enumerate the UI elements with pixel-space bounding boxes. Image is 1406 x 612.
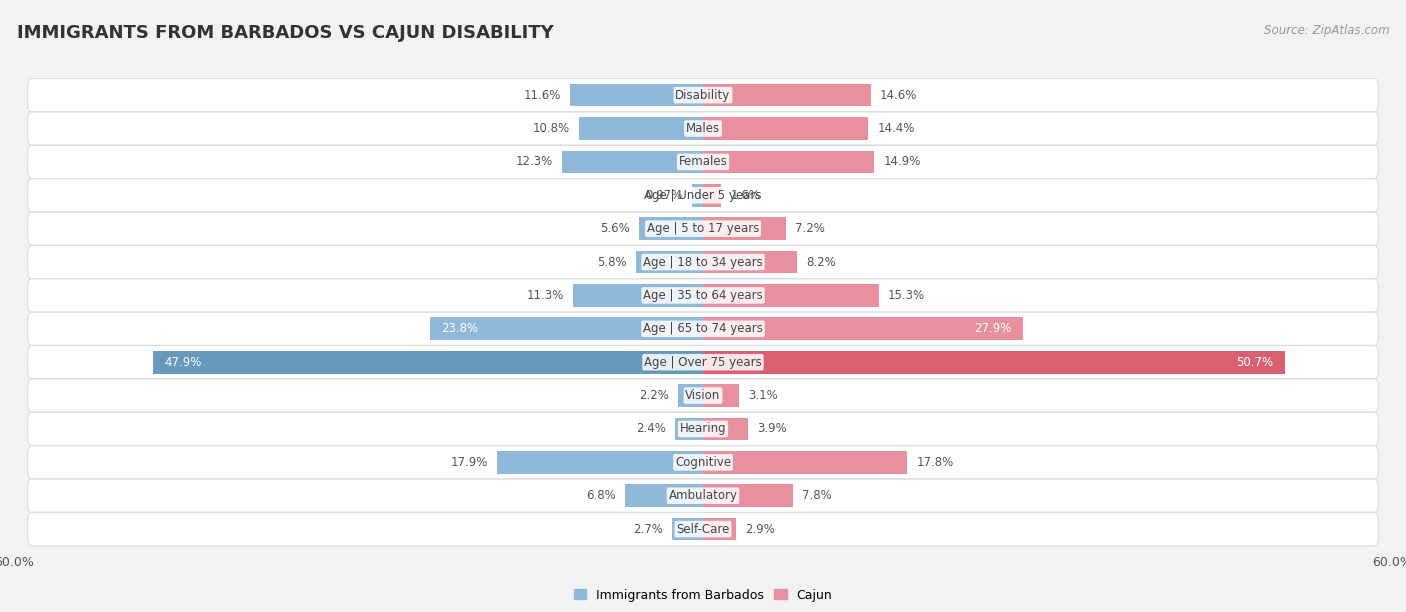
FancyBboxPatch shape [28,479,1378,512]
Text: 2.9%: 2.9% [745,523,775,536]
Text: 1.6%: 1.6% [731,188,761,202]
FancyBboxPatch shape [28,379,1378,412]
Bar [638,217,703,240]
Text: Ambulatory: Ambulatory [668,489,738,502]
Text: 11.3%: 11.3% [527,289,564,302]
Text: Hearing: Hearing [679,422,727,436]
Bar [703,284,879,307]
Text: 0.97%: 0.97% [645,188,683,202]
Bar [430,318,703,340]
Bar [703,384,738,407]
Text: Age | Under 5 years: Age | Under 5 years [644,188,762,202]
Bar [703,84,870,106]
Text: 3.9%: 3.9% [756,422,787,436]
Text: Vision: Vision [685,389,721,402]
Text: Age | Over 75 years: Age | Over 75 years [644,356,762,368]
Text: 47.9%: 47.9% [165,356,202,368]
Bar [703,151,875,173]
FancyBboxPatch shape [28,146,1378,179]
Bar [624,484,703,507]
Text: Self-Care: Self-Care [676,523,730,536]
Bar [703,318,1024,340]
Bar [703,117,869,140]
Bar [703,217,786,240]
Text: 5.6%: 5.6% [600,222,630,235]
Text: 23.8%: 23.8% [441,323,478,335]
Text: Age | 35 to 64 years: Age | 35 to 64 years [643,289,763,302]
Text: 3.1%: 3.1% [748,389,778,402]
Text: Females: Females [679,155,727,168]
Text: Cognitive: Cognitive [675,456,731,469]
FancyBboxPatch shape [28,513,1378,546]
Bar [703,518,737,540]
Bar [562,151,703,173]
Text: Males: Males [686,122,720,135]
Bar [579,117,703,140]
Bar [703,484,793,507]
Text: Age | 5 to 17 years: Age | 5 to 17 years [647,222,759,235]
Text: 2.2%: 2.2% [638,389,669,402]
FancyBboxPatch shape [28,346,1378,379]
Bar [703,184,721,207]
Bar [569,84,703,106]
Bar [637,251,703,274]
FancyBboxPatch shape [28,412,1378,446]
FancyBboxPatch shape [28,446,1378,479]
Text: Age | 18 to 34 years: Age | 18 to 34 years [643,256,763,269]
Text: 27.9%: 27.9% [974,323,1012,335]
Text: 14.9%: 14.9% [883,155,921,168]
Bar [703,351,1285,373]
Bar [678,384,703,407]
Bar [692,184,703,207]
Text: 11.6%: 11.6% [523,89,561,102]
Bar [153,351,703,373]
Text: Disability: Disability [675,89,731,102]
Text: 10.8%: 10.8% [533,122,569,135]
Text: 17.8%: 17.8% [917,456,953,469]
Bar [703,251,797,274]
FancyBboxPatch shape [28,112,1378,145]
FancyBboxPatch shape [28,179,1378,212]
FancyBboxPatch shape [28,78,1378,111]
Text: 15.3%: 15.3% [887,289,925,302]
Text: 7.2%: 7.2% [794,222,825,235]
Bar [672,518,703,540]
Text: 14.4%: 14.4% [877,122,915,135]
FancyBboxPatch shape [28,312,1378,345]
Text: Age | 65 to 74 years: Age | 65 to 74 years [643,323,763,335]
Legend: Immigrants from Barbados, Cajun: Immigrants from Barbados, Cajun [568,584,838,606]
Text: 8.2%: 8.2% [807,256,837,269]
Text: 17.9%: 17.9% [451,456,488,469]
Bar [675,417,703,440]
Text: IMMIGRANTS FROM BARBADOS VS CAJUN DISABILITY: IMMIGRANTS FROM BARBADOS VS CAJUN DISABI… [17,24,554,42]
Text: 2.4%: 2.4% [637,422,666,436]
FancyBboxPatch shape [28,212,1378,245]
FancyBboxPatch shape [28,245,1378,278]
Text: Source: ZipAtlas.com: Source: ZipAtlas.com [1264,24,1389,37]
FancyBboxPatch shape [28,279,1378,312]
Text: 7.8%: 7.8% [801,489,831,502]
Text: 5.8%: 5.8% [598,256,627,269]
Text: 50.7%: 50.7% [1236,356,1274,368]
Bar [498,451,703,474]
Bar [574,284,703,307]
Text: 6.8%: 6.8% [586,489,616,502]
Text: 2.7%: 2.7% [633,523,662,536]
Text: 14.6%: 14.6% [880,89,917,102]
Text: 12.3%: 12.3% [516,155,553,168]
Bar [703,451,907,474]
Bar [703,417,748,440]
